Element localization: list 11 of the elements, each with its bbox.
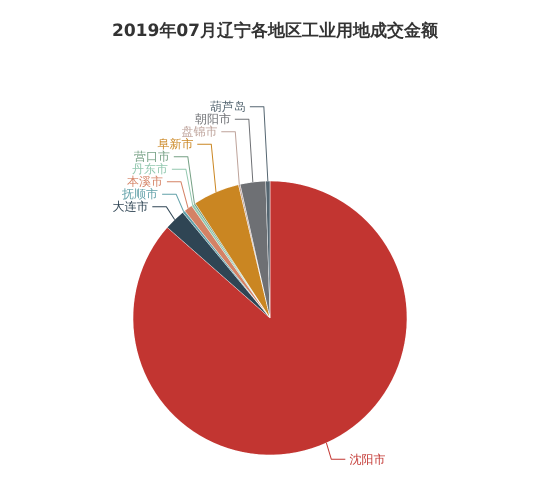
slice-label: 营口市	[134, 150, 170, 164]
slice-label: 本溪市	[126, 174, 163, 189]
slice-label: 朝阳市	[194, 112, 231, 126]
slice-label: 葫芦岛	[210, 100, 246, 114]
slice-label: 沈阳市	[349, 452, 386, 466]
slice-label: 阜新市	[157, 137, 194, 152]
slice-label: 盘锦市	[181, 124, 218, 139]
slice-label: 大连市	[112, 200, 148, 214]
slice-label: 抚顺市	[121, 187, 158, 202]
slice-label: 丹东市	[132, 162, 168, 176]
chart-title: 2019年07月辽宁各地区工业用地成交金额	[112, 21, 439, 41]
